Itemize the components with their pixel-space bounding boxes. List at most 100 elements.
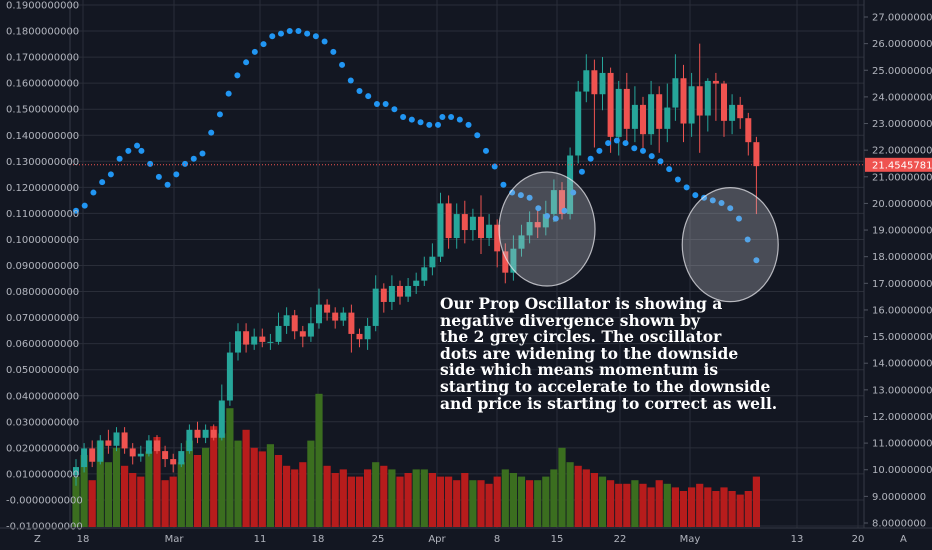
right-axis-tick-label: 22.0000000 bbox=[872, 146, 932, 157]
candle-body bbox=[591, 70, 598, 95]
volume-bar bbox=[161, 480, 169, 527]
highlight-circles bbox=[498, 171, 779, 303]
oscillator-dot bbox=[147, 160, 154, 167]
oscillator-dot bbox=[269, 33, 276, 40]
oscillator-dot bbox=[260, 41, 267, 48]
oscillator-dot bbox=[570, 189, 577, 196]
volume-bar bbox=[728, 491, 736, 527]
volume-bar bbox=[704, 487, 712, 527]
candle-body bbox=[688, 86, 695, 124]
time-axis-tick-label: 20 bbox=[852, 534, 865, 545]
candle-body bbox=[113, 432, 120, 446]
left-axis-tick-label: 0.0800000000 bbox=[6, 287, 79, 298]
volume-bar bbox=[202, 447, 210, 527]
volume-bar bbox=[380, 465, 388, 527]
candle-body bbox=[251, 336, 258, 345]
candle-body bbox=[583, 70, 590, 92]
candle-body bbox=[575, 91, 582, 156]
oscillator-dot bbox=[578, 168, 585, 175]
volume-bar bbox=[655, 480, 663, 527]
oscillator-dot bbox=[190, 155, 197, 162]
oscillator-dot bbox=[116, 155, 123, 162]
right-axis-tick-label: 23.0000000 bbox=[872, 119, 932, 130]
time-axis-tick-label: 18 bbox=[77, 534, 90, 545]
oscillator-dot bbox=[552, 215, 559, 222]
time-axis[interactable]: 18 Mar 11 18 25 Apr 8 15 22 May 13 20 bbox=[0, 527, 932, 545]
candle-body bbox=[235, 331, 241, 353]
volume-bar bbox=[493, 476, 501, 527]
oscillator-dots bbox=[73, 28, 760, 264]
volume-bar bbox=[615, 483, 623, 527]
volume-bar bbox=[477, 480, 485, 527]
volume-bar bbox=[258, 451, 266, 527]
oscillator-dot bbox=[234, 72, 241, 79]
volume-bar bbox=[639, 483, 647, 527]
volume-bar bbox=[372, 462, 380, 527]
volume-bar bbox=[291, 469, 299, 527]
candle-body bbox=[307, 323, 314, 337]
oscillator-dot bbox=[125, 147, 132, 154]
oscillator-dot bbox=[631, 145, 638, 152]
oscillator-dot bbox=[164, 181, 171, 188]
right-axis-tick-label: 14.0000000 bbox=[872, 359, 932, 370]
volume-bar bbox=[266, 444, 274, 527]
grid-lines bbox=[70, 0, 864, 528]
candle-body bbox=[631, 104, 638, 129]
volume-bar bbox=[315, 393, 323, 527]
right-axis-tick-label: 12.0000000 bbox=[872, 412, 932, 423]
volume-bar bbox=[96, 440, 104, 527]
volume-bar bbox=[663, 483, 671, 527]
oscillator-dot bbox=[347, 77, 354, 84]
time-axis-tick-label: 22 bbox=[614, 534, 627, 545]
candle-body bbox=[194, 429, 201, 438]
volume-bar bbox=[631, 480, 639, 527]
right-axis-tick-label: 27.0000000 bbox=[872, 13, 932, 24]
oscillator-dot bbox=[456, 116, 463, 123]
auto-scale-right-button[interactable]: A bbox=[900, 534, 907, 545]
candle-body bbox=[332, 312, 339, 321]
volume-bar bbox=[210, 426, 218, 527]
oscillator-dot bbox=[391, 106, 398, 113]
candle-body bbox=[372, 288, 379, 326]
oscillator-dot bbox=[81, 202, 88, 209]
oscillator-dot bbox=[735, 215, 742, 222]
volume-bar bbox=[299, 462, 307, 527]
volume-bar bbox=[72, 476, 80, 527]
candle-body bbox=[696, 86, 703, 116]
oscillator-dot bbox=[435, 121, 442, 128]
volume-bar bbox=[752, 476, 760, 527]
oscillator-dot bbox=[356, 87, 363, 94]
volume-bar bbox=[696, 483, 704, 527]
candle-body bbox=[486, 224, 493, 239]
right-axis-tick-label: 21.0000000 bbox=[872, 172, 932, 183]
oscillator-dot bbox=[286, 28, 293, 35]
candle-body bbox=[275, 325, 282, 342]
candle-body bbox=[559, 190, 565, 215]
oscillator-dot bbox=[251, 48, 258, 55]
volume-bar bbox=[112, 447, 121, 527]
oscillator-dot bbox=[182, 160, 189, 167]
right-axis-tick-label: 10.0000000 bbox=[872, 465, 932, 476]
left-axis-tick-label: 0.1900000000 bbox=[6, 1, 79, 12]
right-axis-tick-label: 8.0000000 bbox=[872, 519, 926, 530]
oscillator-dot bbox=[744, 236, 751, 243]
volume-bar bbox=[218, 433, 226, 527]
volume-bar bbox=[744, 491, 752, 527]
candle-body bbox=[453, 214, 460, 239]
candle-body bbox=[145, 440, 152, 454]
oscillator-dot bbox=[640, 147, 646, 154]
volume-bar bbox=[169, 476, 177, 527]
corner-buttons[interactable]: Z A bbox=[34, 534, 907, 545]
oscillator-dot bbox=[339, 61, 346, 68]
right-axis[interactable]: 27.0000000 26.0000000 25.0000000 24.0000000… bbox=[863, 0, 932, 530]
auto-scale-left-button[interactable]: Z bbox=[34, 534, 41, 545]
candle-body bbox=[550, 190, 557, 215]
grey-circle-2 bbox=[681, 187, 779, 303]
left-axis[interactable]: 0.1900000000 0.1800000000 0.1700000000 0.16… bbox=[6, 0, 83, 533]
volume-bar bbox=[412, 469, 420, 527]
candle-body bbox=[81, 448, 88, 468]
left-axis-tick-label: 0.0900000000 bbox=[6, 261, 79, 272]
oscillator-dot bbox=[448, 114, 455, 121]
volume-bar bbox=[542, 476, 550, 527]
